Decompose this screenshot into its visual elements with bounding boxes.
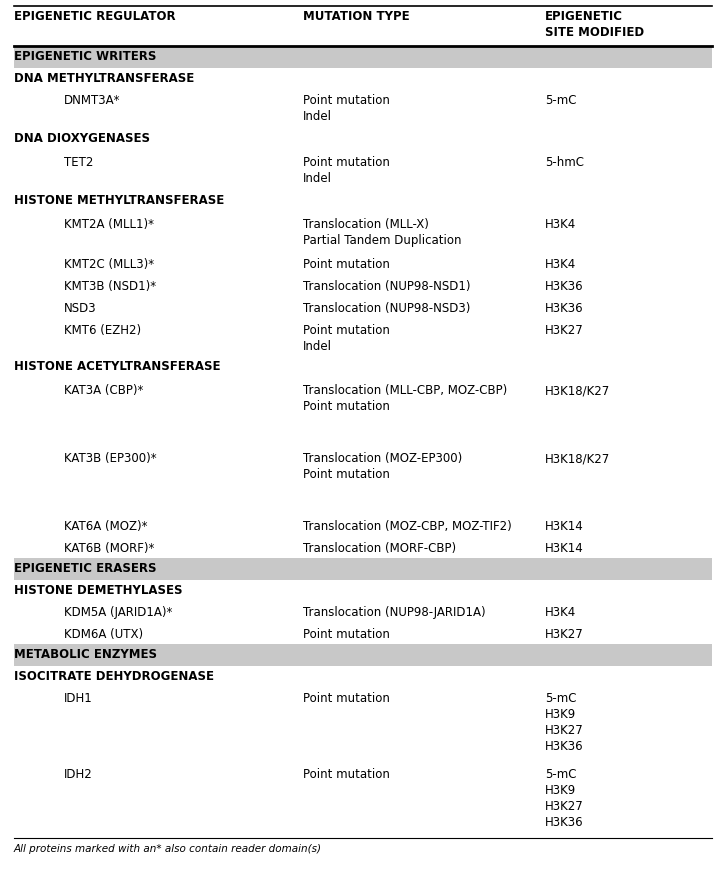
Bar [14,558,712,580]
Text: H3K18/K27: H3K18/K27 [545,384,610,397]
Text: KAT3B (EP300)*: KAT3B (EP300)* [64,452,157,465]
Text: H3K4: H3K4 [545,606,576,619]
Text: Indel: Indel [303,172,332,185]
Text: METABOLIC ENZYMES: METABOLIC ENZYMES [14,649,157,662]
Text: 5-hmC: 5-hmC [545,156,584,169]
Text: EPIGENETIC REGULATOR: EPIGENETIC REGULATOR [14,10,175,23]
Text: Point mutation: Point mutation [303,94,390,107]
Text: H3K4: H3K4 [545,218,576,231]
Text: All proteins marked with an* also contain reader domain(s): All proteins marked with an* also contai… [14,844,322,854]
Text: Translocation (NUP98-NSD1): Translocation (NUP98-NSD1) [303,280,471,293]
Text: H3K4: H3K4 [545,258,576,271]
Text: Translocation (MORF-CBP): Translocation (MORF-CBP) [303,542,456,555]
Text: Translocation (NUP98-NSD3): Translocation (NUP98-NSD3) [303,302,470,315]
Text: KDM5A (JARID1A)*: KDM5A (JARID1A)* [64,606,173,619]
Text: HISTONE ACETYLTRANSFERASE: HISTONE ACETYLTRANSFERASE [14,360,220,373]
Text: DNA METHYLTRANSFERASE: DNA METHYLTRANSFERASE [14,72,194,85]
Text: TET2: TET2 [64,156,93,169]
Text: Point mutation: Point mutation [303,324,390,337]
Text: Point mutation: Point mutation [303,628,390,641]
Text: Indel: Indel [303,110,332,123]
Text: Translocation (NUP98-JARID1A): Translocation (NUP98-JARID1A) [303,606,486,619]
Text: 5-mC: 5-mC [545,768,576,781]
Text: H3K27: H3K27 [545,628,584,641]
Text: KDM6A (UTX): KDM6A (UTX) [64,628,143,641]
Text: EPIGENETIC ERASERS: EPIGENETIC ERASERS [14,563,157,575]
Text: 5-mC: 5-mC [545,692,576,705]
Bar [14,46,712,68]
Text: Indel: Indel [303,340,332,353]
Text: KAT3A (CBP)*: KAT3A (CBP)* [64,384,144,397]
Text: KMT2A (MLL1)*: KMT2A (MLL1)* [64,218,154,231]
Text: Point mutation: Point mutation [303,768,390,781]
Text: IDH1: IDH1 [64,692,92,705]
Text: Translocation (MLL-X): Translocation (MLL-X) [303,218,429,231]
Text: H3K18/K27: H3K18/K27 [545,452,610,465]
Text: KAT6B (MORF)*: KAT6B (MORF)* [64,542,155,555]
Text: H3K14: H3K14 [545,520,584,533]
Text: H3K27: H3K27 [545,724,584,737]
Text: Partial Tandem Duplication: Partial Tandem Duplication [303,234,461,247]
Text: HISTONE DEMETHYLASES: HISTONE DEMETHYLASES [14,584,183,596]
Text: Point mutation: Point mutation [303,692,390,705]
Text: H3K9: H3K9 [545,784,576,797]
Text: NSD3: NSD3 [64,302,97,315]
Text: MUTATION TYPE: MUTATION TYPE [303,10,409,23]
Text: HISTONE METHYLTRANSFERASE: HISTONE METHYLTRANSFERASE [14,195,225,207]
Text: DNA DIOXYGENASES: DNA DIOXYGENASES [14,133,150,145]
Text: EPIGENETIC WRITERS: EPIGENETIC WRITERS [14,51,157,64]
Bar [14,644,712,666]
Text: KMT2C (MLL3)*: KMT2C (MLL3)* [64,258,154,271]
Text: Translocation (MOZ-CBP, MOZ-TIF2): Translocation (MOZ-CBP, MOZ-TIF2) [303,520,512,533]
Text: Point mutation: Point mutation [303,156,390,169]
Text: H3K36: H3K36 [545,302,583,315]
Text: KMT6 (EZH2): KMT6 (EZH2) [64,324,141,337]
Text: DNMT3A*: DNMT3A* [64,94,121,107]
Text: H3K27: H3K27 [545,324,584,337]
Text: Translocation (MLL-CBP, MOZ-CBP): Translocation (MLL-CBP, MOZ-CBP) [303,384,508,397]
Text: H3K36: H3K36 [545,280,583,293]
Text: H3K14: H3K14 [545,542,584,555]
Text: KAT6A (MOZ)*: KAT6A (MOZ)* [64,520,147,533]
Text: Translocation (MOZ-EP300): Translocation (MOZ-EP300) [303,452,462,465]
Text: H3K36: H3K36 [545,816,583,829]
Text: ISOCITRATE DEHYDROGENASE: ISOCITRATE DEHYDROGENASE [14,669,214,683]
Text: EPIGENETIC: EPIGENETIC [545,10,623,23]
Text: Point mutation: Point mutation [303,400,390,413]
Text: KMT3B (NSD1)*: KMT3B (NSD1)* [64,280,156,293]
Text: SITE MODIFIED: SITE MODIFIED [545,26,644,39]
Text: Point mutation: Point mutation [303,258,390,271]
Text: H3K36: H3K36 [545,740,583,753]
Text: Point mutation: Point mutation [303,468,390,481]
Text: H3K9: H3K9 [545,708,576,721]
Text: IDH2: IDH2 [64,768,92,781]
Text: 5-mC: 5-mC [545,94,576,107]
Text: H3K27: H3K27 [545,800,584,813]
